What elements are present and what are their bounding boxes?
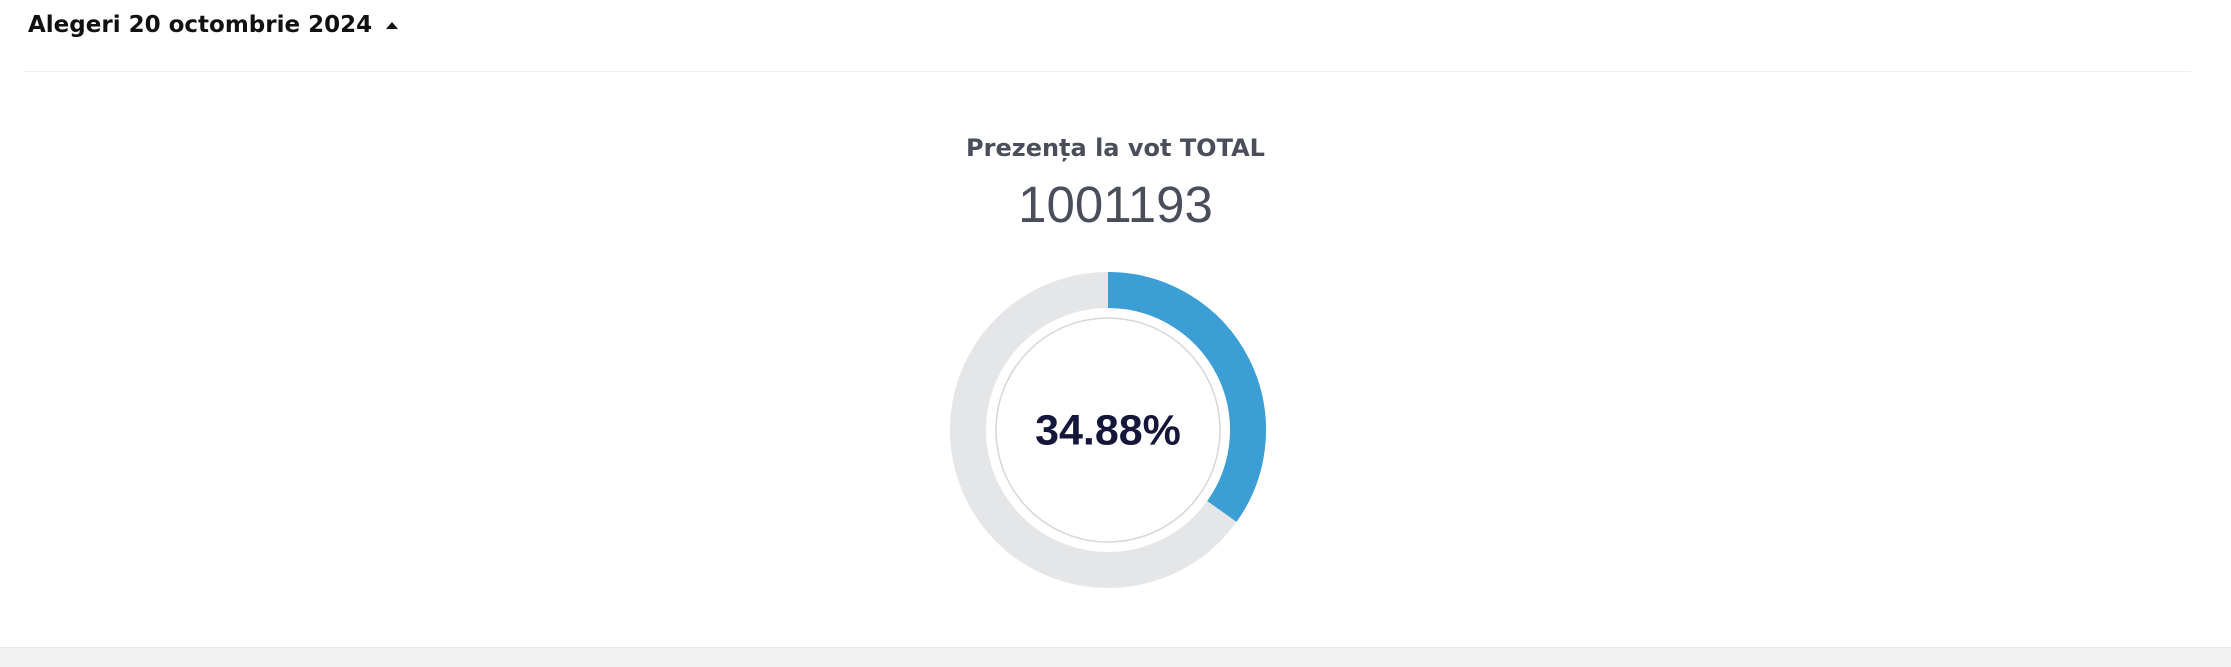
turnout-percent: 34.88% (1035, 406, 1181, 454)
caret-icon (386, 21, 399, 29)
turnout-arc (1107, 272, 1266, 522)
donut-inner (995, 317, 1221, 543)
turnout-donut: 34.88% (950, 272, 1266, 588)
turnout-total: 1001193 (1018, 176, 1213, 233)
election-title: Alegeri 20 octombrie 2024 (28, 12, 373, 38)
turnout-title: Prezența la vot TOTAL (966, 134, 1265, 162)
election-toggle[interactable]: Alegeri 20 octombrie 2024 (28, 12, 399, 38)
divider (23, 71, 2191, 72)
footer-band (0, 647, 2231, 667)
